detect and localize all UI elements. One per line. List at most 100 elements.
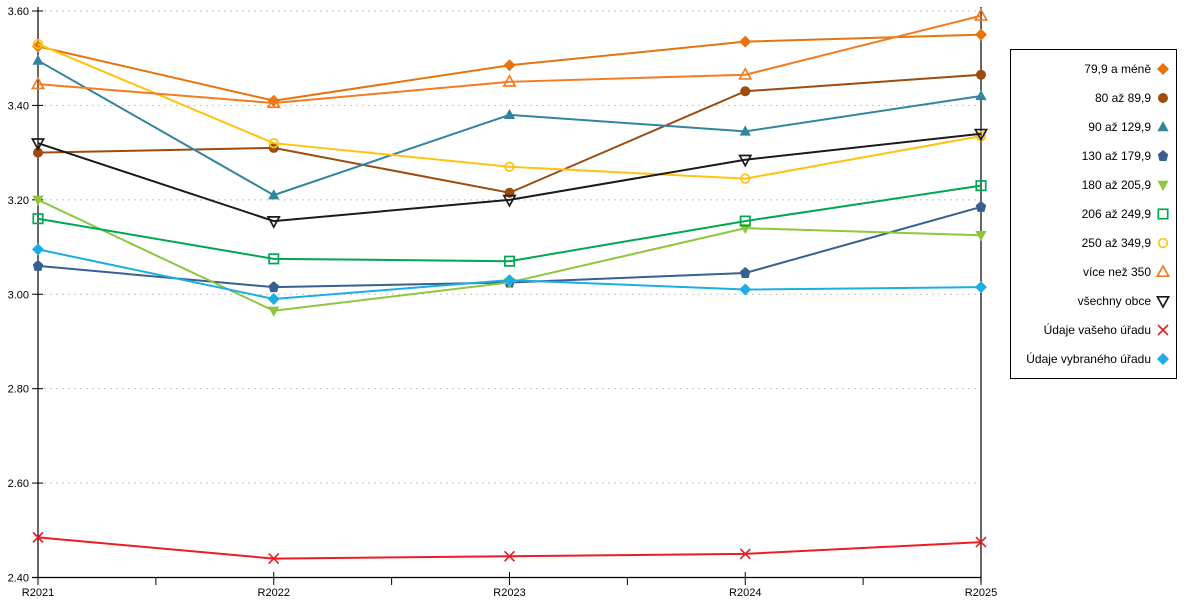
legend-item-label: 80 až 89,9 bbox=[1094, 91, 1151, 105]
triangle-up-marker-icon bbox=[739, 125, 751, 136]
data-point bbox=[975, 536, 987, 548]
triangle-up-marker-icon bbox=[975, 89, 987, 101]
triangle-up-marker-icon bbox=[1157, 121, 1169, 132]
data-point bbox=[33, 147, 43, 158]
data-point bbox=[32, 40, 44, 53]
data-point bbox=[975, 89, 987, 101]
data-point bbox=[32, 531, 44, 543]
data-point bbox=[268, 306, 280, 317]
triangle-down-marker-icon bbox=[1157, 180, 1169, 191]
diamond-marker-icon bbox=[739, 35, 752, 48]
y-axis-label: 2.80 bbox=[8, 384, 29, 396]
legend-item-label: 79,9 a méně bbox=[1084, 62, 1151, 76]
triangle-up-marker-icon bbox=[738, 66, 753, 80]
triangle-down-marker-icon bbox=[30, 138, 46, 151]
series-line bbox=[37, 132, 982, 223]
y-axis-label: 3.20 bbox=[8, 195, 29, 207]
legend-item: 250 až 349,9 bbox=[1011, 229, 1176, 258]
legend-item-label: všechny obce bbox=[1077, 294, 1151, 308]
series-line bbox=[37, 184, 982, 263]
legend-item: všechny obce bbox=[1011, 287, 1176, 316]
data-point bbox=[268, 281, 279, 293]
x-axis-label: R2022 bbox=[258, 587, 290, 599]
legend-marker bbox=[1157, 150, 1169, 161]
series-line bbox=[37, 14, 982, 105]
data-point bbox=[32, 243, 44, 256]
data-point bbox=[739, 125, 751, 136]
triangle-up-marker-icon bbox=[503, 108, 516, 120]
triangle-down-marker-icon bbox=[975, 231, 987, 242]
data-point bbox=[30, 138, 46, 151]
circle-marker-icon bbox=[268, 138, 279, 149]
triangle-up-marker-icon bbox=[268, 189, 280, 200]
legend-item: 80 až 89,9 bbox=[1011, 84, 1176, 113]
triangle-down-marker-icon bbox=[266, 216, 281, 229]
diamond-marker-icon bbox=[975, 281, 987, 294]
data-point bbox=[268, 138, 279, 149]
triangle-down-marker-icon bbox=[1155, 295, 1171, 309]
data-point bbox=[975, 281, 987, 294]
x-axis-label: R2024 bbox=[729, 587, 761, 599]
y-axis-label: 3.60 bbox=[8, 6, 29, 18]
legend-marker bbox=[1157, 63, 1169, 75]
x-axis-label: R2025 bbox=[965, 587, 997, 599]
data-point bbox=[30, 76, 46, 90]
data-point bbox=[32, 195, 44, 206]
x-axis-label: R2021 bbox=[22, 587, 54, 599]
circle-marker-icon bbox=[740, 173, 751, 184]
legend-item-label: 180 až 205,9 bbox=[1081, 178, 1151, 192]
y-axis-label: 2.60 bbox=[8, 478, 29, 490]
pentagon-marker-icon bbox=[975, 200, 987, 212]
x-marker-icon bbox=[32, 531, 44, 543]
data-point bbox=[502, 194, 517, 208]
y-axis-label: 3.00 bbox=[8, 289, 29, 301]
circle-marker-icon bbox=[32, 38, 44, 50]
x-axis-label: R2023 bbox=[493, 587, 525, 599]
diamond-marker-icon bbox=[975, 28, 987, 41]
legend-item: 130 až 179,9 bbox=[1011, 142, 1176, 171]
data-point bbox=[739, 215, 751, 227]
data-point bbox=[975, 180, 987, 192]
data-point bbox=[268, 553, 280, 565]
data-point bbox=[266, 95, 281, 109]
legend-item: Údaje vašeho úřadu bbox=[1011, 316, 1176, 345]
legend-marker bbox=[1157, 353, 1169, 365]
diamond-marker-icon bbox=[267, 292, 280, 305]
legend-item-label: Údaje vašeho úřadu bbox=[1043, 323, 1151, 337]
data-point bbox=[503, 108, 516, 120]
data-point bbox=[738, 66, 753, 80]
circle-marker-icon bbox=[504, 161, 515, 172]
data-point bbox=[32, 38, 44, 50]
circle-marker-icon bbox=[1158, 93, 1168, 103]
square-marker-icon bbox=[975, 180, 987, 192]
triangle-up-marker-icon bbox=[502, 74, 517, 87]
circle-marker-icon bbox=[976, 69, 986, 80]
legend-item-label: Údaje vybraného úřadu bbox=[1026, 352, 1151, 366]
diamond-marker-icon bbox=[503, 274, 516, 287]
square-marker-icon bbox=[1157, 208, 1169, 220]
data-point bbox=[502, 74, 517, 87]
data-point bbox=[740, 267, 751, 279]
series-line bbox=[37, 198, 982, 312]
legend-item-label: 90 až 129,9 bbox=[1088, 120, 1151, 134]
data-point bbox=[973, 7, 989, 21]
series-line bbox=[37, 43, 982, 180]
data-point bbox=[976, 69, 986, 80]
data-point bbox=[268, 189, 280, 200]
circle-marker-icon bbox=[1157, 237, 1169, 249]
square-marker-icon bbox=[268, 253, 280, 265]
data-point bbox=[973, 128, 989, 142]
y-axis-label: 2.40 bbox=[8, 573, 29, 585]
x-marker-icon bbox=[268, 553, 280, 565]
legend-item-label: více než 350 bbox=[1082, 265, 1151, 279]
diamond-marker-icon bbox=[32, 243, 44, 256]
square-marker-icon bbox=[739, 215, 751, 227]
x-marker-icon bbox=[503, 550, 516, 562]
legend-marker bbox=[1157, 208, 1169, 220]
data-point bbox=[32, 259, 44, 271]
legend-item: 206 až 249,9 bbox=[1011, 200, 1176, 229]
legend-marker bbox=[1158, 93, 1168, 103]
legend-marker bbox=[1157, 237, 1169, 249]
chart-legend: 79,9 a méně 80 až 89,9 90 až 129,9 130 až 1… bbox=[1010, 49, 1177, 379]
